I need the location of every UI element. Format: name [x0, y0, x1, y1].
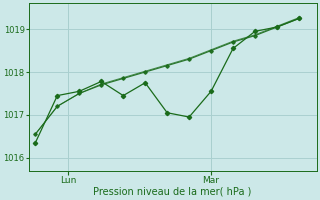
X-axis label: Pression niveau de la mer( hPa ): Pression niveau de la mer( hPa ): [93, 187, 252, 197]
